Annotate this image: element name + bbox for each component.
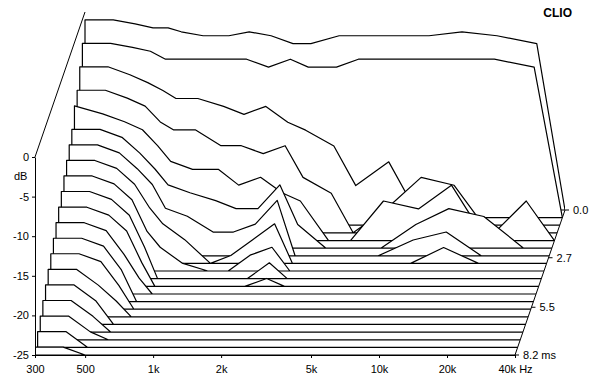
x-tick: 10k [371,355,389,375]
tick-mark [85,355,86,358]
title: CLIO [543,6,572,20]
tick-label: 20k [439,363,457,375]
tick-mark [32,276,35,277]
tick-mark [153,355,154,358]
tick-mark [32,157,35,158]
axis-line [35,158,36,356]
slice [46,285,526,325]
slice [38,332,518,348]
tick-label: 10k [371,363,389,375]
tick-label: 8.2 ms [523,349,557,361]
tick-label: 0.0 [573,204,588,216]
x-tick: 20k [439,355,457,375]
x-tick: 500 [76,355,94,375]
axis-line [515,210,565,355]
tick-mark [32,236,35,237]
tick-label: 500 [76,363,94,375]
tick-label: 2k [216,363,228,375]
tick-mark [549,257,553,258]
slice [48,269,528,317]
tick-mark [565,210,569,211]
tick-mark [32,355,35,356]
tick-mark [32,197,35,198]
chart: 300 500 1k 2k 5k 10k 20k 40k Hz 0 -5 -10 -15 -20 -25 d… [0,0,599,384]
tick-label: 300 [26,363,44,375]
tick-label: 2.7 [557,252,572,264]
tick-mark [379,355,380,358]
slice [35,347,515,355]
y-tick: -25 [13,349,35,361]
y-tick: -10 [13,230,35,242]
tick-label: 5.5 [539,301,554,313]
tick-label: -5 [19,191,29,203]
tick-mark [447,355,448,358]
z-axis: 0.0 2.7 5.5 8.2 ms [515,204,588,361]
tick-label: 40k Hz [498,363,532,375]
tick-mark [32,315,35,316]
tick-label: -15 [13,270,29,282]
slice [40,316,520,340]
y-tick: -15 [13,270,35,282]
tick-label: 0 [23,151,29,163]
y-axis: 0 -5 -10 -15 -20 -25 [13,151,35,361]
x-tick: 2k [216,355,228,375]
tick-label: -20 [13,309,29,321]
slices [35,20,565,355]
slice [51,254,531,309]
y-tick: 0 [23,151,35,163]
slice [53,238,533,301]
tick-mark [221,355,222,358]
slice [43,301,523,333]
tick-label: 1k [148,363,160,375]
tick-mark [311,355,312,358]
tick-mark [531,307,535,308]
y-tick: -5 [19,191,35,203]
x-tick: 1k [148,355,160,375]
tick-mark [515,355,519,356]
axis-line [36,355,516,356]
x-axis: 300 500 1k 2k 5k 10k 20k 40k Hz [26,355,532,375]
x-tick: 300 [26,355,44,375]
tick-label: -25 [13,349,29,361]
tick-label: 5k [306,363,318,375]
tick-label: -10 [13,230,29,242]
axis-title: dB [14,170,27,182]
y-tick: -20 [13,309,35,321]
x-tick: 5k [306,355,318,375]
